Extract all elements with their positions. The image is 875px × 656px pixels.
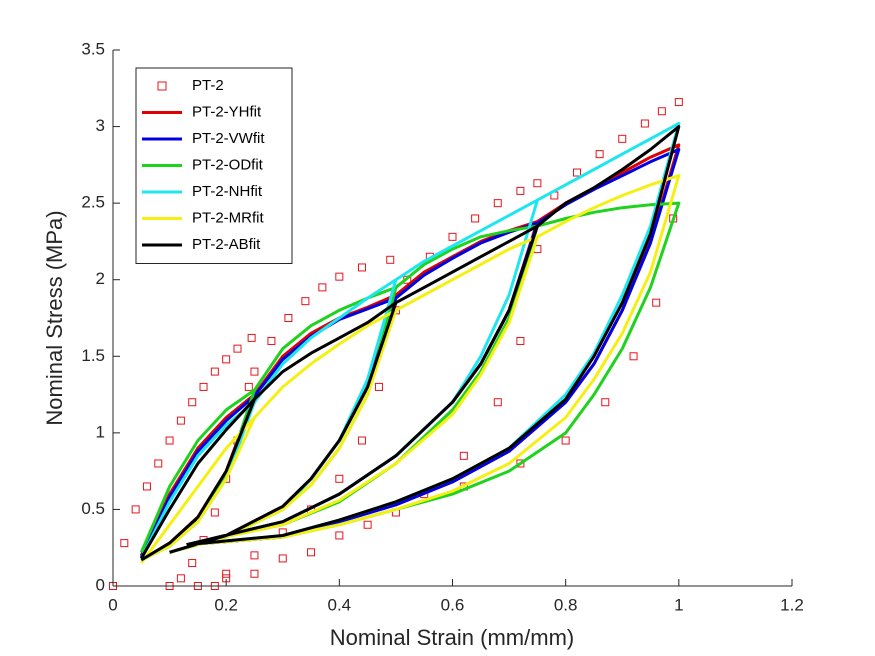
data-point	[561, 436, 570, 445]
data-point	[307, 548, 316, 557]
legend-label: PT-2	[192, 77, 224, 94]
data-point	[493, 398, 502, 407]
fit-line	[140, 125, 681, 562]
data-point	[363, 520, 372, 529]
data-point	[516, 336, 525, 345]
data-point	[516, 459, 525, 468]
legend-label: PT-2-YHfit	[192, 103, 262, 120]
legend-label: PT-2-ABfit	[192, 236, 261, 253]
x-tick-label: 0	[108, 595, 117, 614]
data-point	[154, 459, 163, 468]
data-point	[250, 367, 259, 376]
data-point	[210, 508, 219, 517]
data-point	[357, 436, 366, 445]
data-point	[176, 416, 185, 425]
data-point	[165, 436, 174, 445]
data-point	[674, 98, 683, 107]
data-point	[335, 531, 344, 540]
data-point	[222, 355, 231, 364]
data-point	[131, 505, 140, 514]
legend: PT-2 PT-2-YHfit PT-2-VWfit PT-2-ODfit PT-2-N…	[135, 67, 293, 264]
data-point	[188, 559, 197, 568]
legend-label: PT-2-VWfit	[192, 130, 265, 147]
data-point	[142, 482, 151, 491]
data-point	[618, 134, 627, 143]
data-point	[335, 272, 344, 281]
data-point	[357, 263, 366, 272]
data-point	[250, 551, 259, 560]
data-point	[210, 367, 219, 376]
y-tick-label: 3	[96, 116, 105, 135]
data-point	[629, 352, 638, 361]
x-tick-label: 0.2	[214, 595, 238, 614]
data-point	[335, 474, 344, 483]
legend-label: PT-2-NHfit	[192, 183, 263, 200]
data-point	[448, 232, 457, 241]
x-tick-label: 0.6	[441, 595, 465, 614]
data-point	[301, 297, 310, 306]
x-tick-label: 0.4	[328, 595, 352, 614]
x-tick-label: 1	[674, 595, 683, 614]
data-point	[652, 298, 661, 307]
x-tick-label: 0.8	[554, 595, 578, 614]
legend-marker	[157, 81, 167, 91]
y-tick-label: 0	[96, 575, 105, 594]
y-tick-label: 0.5	[81, 499, 105, 518]
data-point	[374, 382, 383, 391]
data-point	[471, 214, 480, 223]
data-point	[284, 314, 293, 322]
data-point	[199, 382, 208, 391]
data-point	[516, 186, 525, 195]
data-point	[267, 336, 276, 345]
data-point	[244, 382, 253, 391]
data-point	[222, 569, 231, 578]
y-axis-label: Nominal Stress (MPa)	[42, 210, 67, 425]
y-tick-label: 1.5	[81, 346, 105, 365]
data-point	[493, 199, 502, 208]
data-point	[188, 398, 197, 407]
data-point	[278, 554, 287, 563]
data-point	[176, 574, 185, 583]
y-tick-label: 3.5	[81, 39, 105, 58]
data-point	[640, 119, 649, 128]
y-tick-label: 2	[96, 269, 105, 288]
plot-area	[109, 98, 683, 590]
data-point	[657, 107, 666, 116]
data-point	[233, 344, 242, 353]
legend-label: PT-2-ODfit	[192, 156, 264, 173]
y-tick-label: 2.5	[81, 193, 105, 212]
data-point	[250, 569, 259, 578]
data-point	[601, 398, 610, 407]
data-point	[572, 168, 581, 177]
data-point	[595, 150, 604, 159]
data-point	[386, 255, 395, 264]
legend-label: PT-2-MRfit	[192, 209, 265, 226]
y-tick-label: 1	[96, 422, 105, 441]
x-axis-label: Nominal Strain (mm/mm)	[330, 625, 574, 650]
fit-line	[140, 174, 681, 564]
data-point	[120, 539, 129, 548]
data-point	[247, 333, 256, 342]
data-point	[318, 283, 327, 292]
x-tick-label: 1.2	[780, 595, 804, 614]
data-point	[459, 451, 468, 460]
data-point	[533, 179, 542, 188]
